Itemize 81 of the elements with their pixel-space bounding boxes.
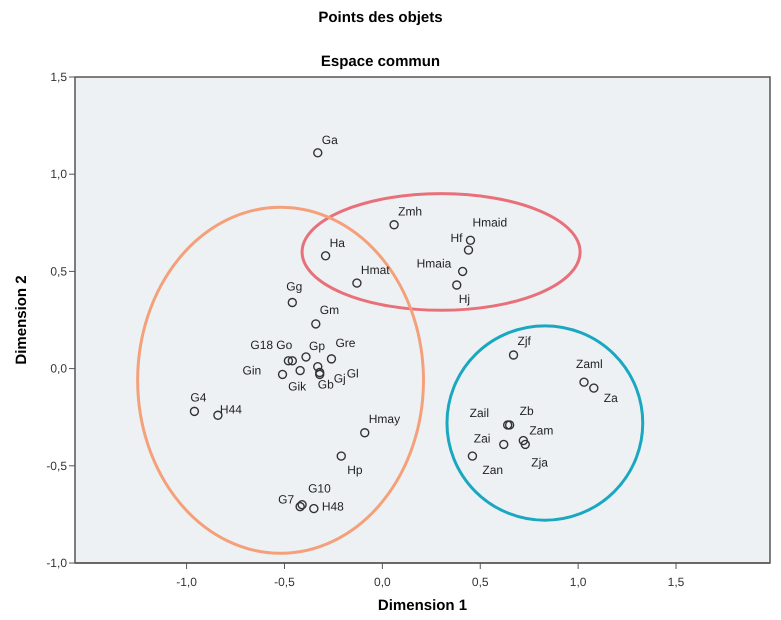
point [311,319,321,329]
x-tick-label: 1,5 [668,575,685,589]
annotation: Hp [347,463,363,478]
point [336,451,346,461]
annotation: G7 [278,492,294,507]
point [278,370,288,380]
annotation: Hf [450,231,464,246]
annotation: Hj [458,292,470,306]
annotation: Go [276,338,293,352]
annotation: Zan [482,463,504,478]
y-axis-title: Dimension 2 [13,275,30,365]
y-tick-label: 0,0 [50,362,68,376]
point [464,245,474,255]
annotation: Hmay [368,412,400,426]
chart-subtitle: Espace commun [320,53,440,70]
point [458,266,468,276]
point [301,352,311,362]
point [508,350,518,360]
point [468,451,478,461]
annotation: H48 [322,500,344,514]
annotation: Zja [531,455,548,470]
point [309,504,319,514]
annotation: Gb [318,378,334,392]
annotation: Gp [309,338,326,353]
x-tick-label: 0,5 [472,575,489,589]
point [315,368,324,378]
y-tick-label: 1,5 [50,70,68,84]
point [326,354,336,364]
annotation: Zaml [576,357,603,372]
point [589,383,599,393]
annotation: Ga [322,132,338,147]
x-tick-label: -1,0 [176,575,198,589]
annotation: Hmaia [416,256,452,270]
x-tick-label: 1,0 [570,575,587,589]
annotation: H44 [220,402,242,416]
annotation: Gj [334,371,346,386]
annotation: G18 [250,338,274,352]
chart-title: Points des objets [318,9,443,26]
annotation: Zmh [398,204,422,219]
annotation: Gm [320,302,340,317]
point [288,298,298,308]
point [288,356,298,366]
point [389,220,399,230]
annotation: Hmaid [472,215,508,230]
annotation: Zb [520,404,534,418]
annotation: Zail [470,406,490,420]
x-tick-label: -0,5 [274,575,296,589]
annotation: Zai [474,431,490,446]
annotation: G10 [308,482,332,496]
point [313,148,322,158]
point [518,436,528,446]
annotation: Gik [288,380,308,394]
point [520,440,530,450]
x-axis-title: Dimension 1 [378,597,468,614]
annotation: Zam [529,424,554,438]
annotation: Hmat [360,263,390,278]
annotation: Gl [346,366,359,380]
point [295,366,305,376]
y-tick-label: 1,0 [50,167,68,182]
point [466,236,476,245]
point [284,356,294,366]
annotation: Gg [286,280,302,294]
annotation: G4 [190,390,207,404]
y-tick-label: 0,5 [50,264,68,278]
point [313,362,322,372]
point [360,428,370,438]
y-tick-label: -0,5 [46,458,68,473]
annotation: Ha [330,236,346,250]
point [452,280,462,290]
annotation: Gin [242,363,262,378]
annotation: Za [604,391,618,406]
point [352,278,362,288]
y-tick-label: -1,0 [46,556,68,570]
point [320,251,330,261]
annotation: Gre [335,336,356,350]
point [190,406,200,416]
point [499,440,508,450]
x-tick-label: 0,0 [374,575,392,589]
point [579,378,589,387]
point [315,370,324,380]
annotation: Zjf [518,334,532,348]
